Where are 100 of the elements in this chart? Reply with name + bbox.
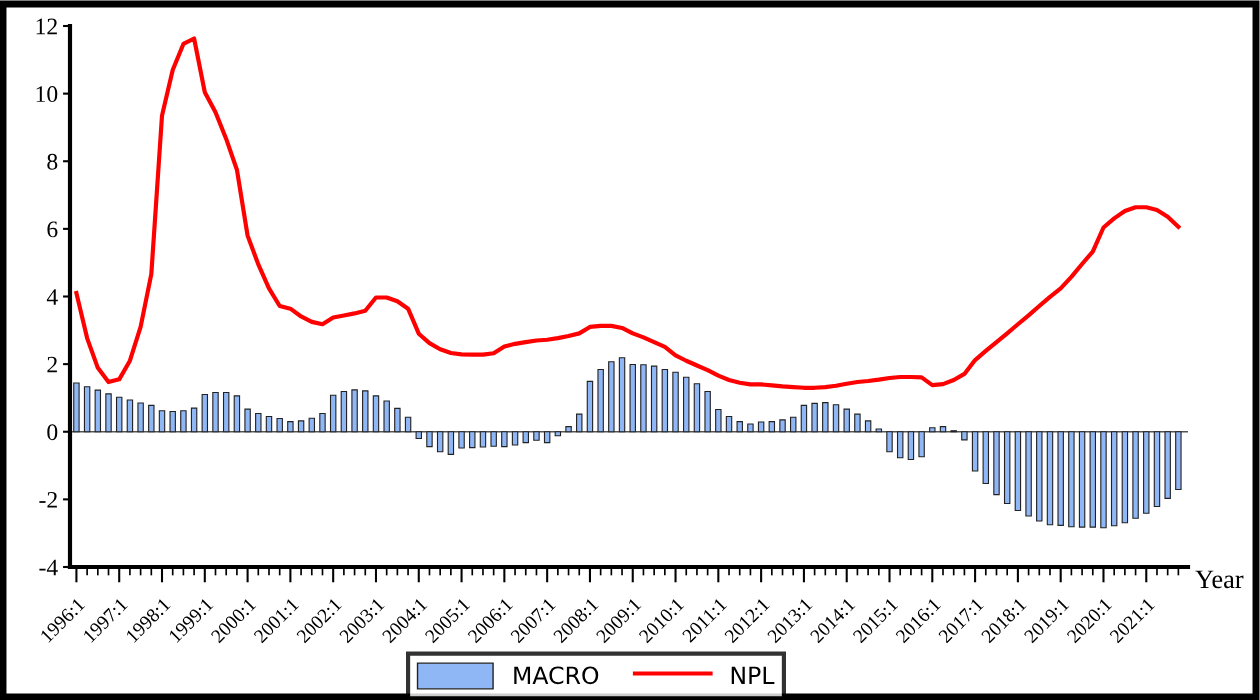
bar (843, 408, 850, 433)
bar (704, 390, 711, 433)
bar (661, 368, 669, 433)
bar (1153, 431, 1161, 508)
bar (618, 357, 626, 433)
bar (426, 431, 433, 448)
bar (169, 410, 176, 433)
bar (436, 431, 444, 453)
bar (83, 386, 91, 433)
y-tick-label: 10 (36, 86, 58, 103)
bar (1036, 431, 1043, 522)
x-axis-title: Year (1195, 570, 1244, 589)
bar (896, 431, 904, 459)
bar (854, 413, 861, 433)
bar (351, 389, 358, 433)
bar (1100, 431, 1107, 529)
bar (565, 426, 572, 433)
y-tick-label: -4 (39, 559, 58, 576)
bar (501, 431, 508, 448)
bar (822, 402, 829, 433)
bar (276, 418, 283, 433)
line-series (74, 36, 1181, 390)
bar (693, 383, 701, 433)
bar (608, 361, 615, 433)
bar (158, 410, 166, 433)
bar (212, 391, 219, 433)
bar (907, 431, 915, 461)
bar (629, 363, 636, 433)
bar (383, 400, 390, 433)
bar (533, 431, 540, 441)
bar (297, 420, 305, 433)
bar (832, 404, 840, 433)
bar (993, 431, 1000, 496)
bar (1068, 431, 1075, 528)
bar (1078, 431, 1086, 528)
bar (415, 431, 423, 440)
bar (640, 364, 647, 433)
bar (469, 431, 476, 449)
bar (190, 407, 198, 433)
bar (329, 394, 337, 433)
y-tick-label: 12 (36, 18, 57, 35)
bar (1057, 431, 1064, 526)
bar (1014, 431, 1022, 512)
bar (554, 431, 562, 437)
bar (479, 431, 487, 448)
bar (255, 412, 262, 433)
bar (725, 415, 733, 433)
bar (180, 410, 187, 433)
bar (1025, 431, 1032, 517)
y-tick-label: -2 (39, 491, 57, 508)
bar (875, 428, 883, 433)
bar (522, 431, 529, 444)
bar (971, 431, 979, 472)
bar (394, 407, 401, 433)
bar (94, 389, 102, 433)
bar (1121, 431, 1129, 524)
bar (982, 431, 990, 485)
bar (597, 368, 604, 433)
bar (115, 396, 123, 433)
bar (1164, 431, 1171, 499)
bar (1132, 431, 1139, 519)
bar (490, 431, 497, 447)
bar (1175, 431, 1182, 491)
bar (864, 420, 872, 433)
bar (319, 412, 326, 433)
bar (715, 408, 722, 433)
bar (1003, 431, 1011, 504)
bar (447, 431, 455, 455)
bar (340, 390, 348, 433)
bar (747, 423, 754, 433)
bar (137, 402, 144, 433)
bar (886, 431, 893, 453)
bar (511, 431, 519, 446)
bar (1143, 431, 1150, 514)
bar (918, 431, 925, 458)
y-tick-label: 0 (47, 424, 58, 441)
bar (800, 404, 808, 433)
bar (372, 395, 380, 433)
bar (362, 390, 369, 433)
bar (201, 394, 209, 433)
bar (736, 421, 743, 433)
bar (576, 413, 583, 433)
bar (672, 371, 679, 433)
bar (222, 391, 230, 433)
y-tick-label: 6 (47, 221, 58, 238)
bar (126, 399, 134, 433)
bar (404, 416, 412, 433)
bar (1089, 431, 1097, 528)
bar (308, 417, 316, 433)
bar (73, 382, 80, 433)
legend-label: MACRO (514, 666, 599, 685)
bar (929, 427, 936, 433)
bar (768, 421, 776, 433)
bar (757, 421, 765, 433)
y-tick-label: 8 (47, 153, 58, 170)
bar (961, 431, 968, 441)
bar (811, 402, 818, 433)
bar (789, 416, 797, 433)
bar (244, 408, 251, 433)
bar (287, 421, 294, 433)
